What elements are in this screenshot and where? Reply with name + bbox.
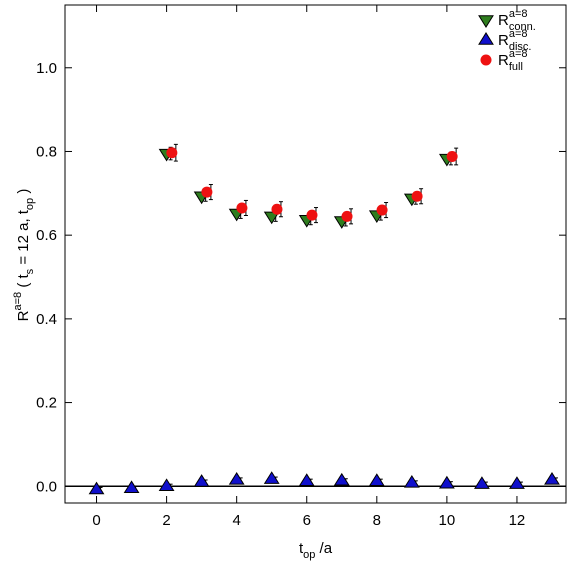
point (403, 474, 420, 488)
x-tick-label: 0 (92, 512, 100, 529)
legend-marker (478, 32, 494, 45)
point (544, 472, 560, 485)
legend-label: Ra=8 full (498, 48, 528, 73)
y-label-group: Ra=8 ( ts = 12 a, top ) (12, 189, 36, 322)
x-tick-label: 8 (373, 512, 381, 529)
y-tick-label: 1.0 (36, 60, 57, 77)
legend-marker (478, 15, 494, 28)
label-part: ) (15, 189, 32, 198)
y-tick-label: 0.4 (36, 311, 57, 328)
label-part: ( t (15, 274, 32, 292)
y-tick-label: 0.6 (36, 227, 57, 244)
legend-label: Ra=8 conn. (498, 8, 536, 33)
point (368, 473, 385, 486)
point (411, 190, 423, 202)
point (193, 474, 210, 487)
label-part: op (303, 549, 315, 561)
point (306, 209, 318, 221)
x-tick-label: 6 (303, 512, 311, 529)
legend-marker (480, 54, 492, 66)
point (446, 150, 458, 162)
legend-sup: a=8 (509, 48, 528, 60)
y-tick-label: 0.2 (36, 395, 57, 412)
x-tick-label: 10 (439, 512, 456, 529)
label-part: t (299, 540, 304, 557)
point (474, 476, 490, 489)
point (236, 202, 248, 214)
x-tick-label: 12 (509, 512, 526, 529)
point (333, 472, 350, 486)
y-tick-label: 0.8 (36, 143, 57, 160)
point (123, 480, 140, 494)
label-part: op (24, 198, 36, 210)
point (88, 481, 105, 495)
point (263, 471, 280, 484)
point (158, 478, 175, 491)
legend-sub: conn. (509, 21, 536, 33)
label-part: /a (315, 540, 332, 557)
legend-name: R (498, 52, 509, 69)
point (376, 204, 388, 216)
label-part: R (15, 310, 32, 321)
point (298, 473, 315, 486)
axis-label: top /a (299, 540, 333, 561)
legend-label: Ra=8 disc. (498, 28, 531, 53)
x-tick-label: 2 (162, 512, 170, 529)
point (438, 475, 455, 489)
point (263, 211, 280, 225)
point (228, 472, 245, 485)
point (201, 186, 213, 198)
legend-name: R (498, 12, 509, 29)
legend-sup: a=8 (509, 28, 528, 40)
point (166, 147, 178, 159)
plot-frame (64, 4, 567, 504)
x-tick-label: 4 (232, 512, 240, 529)
point (341, 210, 353, 222)
point (509, 476, 525, 489)
legend-sub: disc. (509, 41, 532, 53)
point (271, 203, 283, 215)
label-part: a=8 (12, 292, 24, 311)
axis-label: Ra=8 ( ts = 12 a, top ) (12, 189, 36, 322)
label-part: s (24, 268, 36, 274)
y-tick-label: 0.0 (36, 478, 57, 495)
label-part: = 12 a, t (15, 209, 32, 269)
legend-sup: a=8 (509, 8, 528, 20)
legend-name: R (498, 32, 509, 49)
legend-sub: full (509, 61, 523, 73)
